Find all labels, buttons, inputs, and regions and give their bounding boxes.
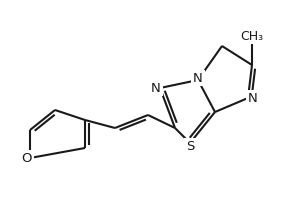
Text: N: N — [193, 72, 203, 85]
Text: N: N — [151, 82, 161, 95]
Text: S: S — [186, 139, 194, 152]
Text: CH₃: CH₃ — [240, 30, 264, 43]
Text: O: O — [22, 151, 32, 164]
Text: N: N — [248, 91, 258, 104]
